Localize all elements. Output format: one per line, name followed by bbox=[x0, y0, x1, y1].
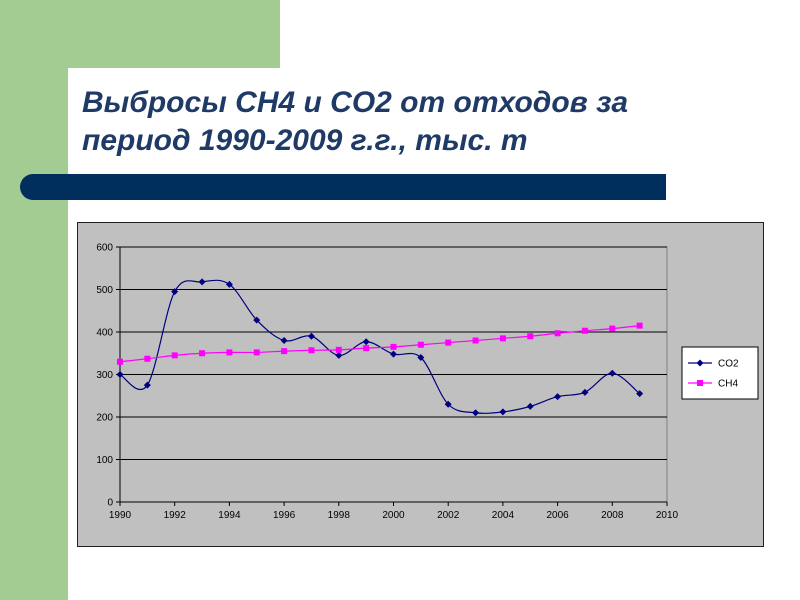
x-tick-label: 2010 bbox=[656, 510, 679, 521]
x-tick-label: 1996 bbox=[273, 510, 296, 521]
data-point-ch4 bbox=[390, 343, 397, 350]
x-tick-label: 1994 bbox=[218, 510, 241, 521]
data-point-co2 bbox=[417, 354, 425, 361]
data-point-ch4 bbox=[527, 333, 534, 340]
x-tick-label: 2008 bbox=[601, 510, 624, 521]
data-point-ch4 bbox=[554, 330, 561, 337]
y-tick-label: 500 bbox=[96, 285, 113, 296]
data-point-ch4 bbox=[417, 341, 424, 348]
x-tick-label: 2004 bbox=[492, 510, 515, 521]
legend: CO2 CH4 bbox=[681, 346, 759, 400]
gridlines bbox=[119, 246, 668, 503]
decorative-green-strip-left bbox=[0, 0, 68, 600]
data-point-co2 bbox=[472, 409, 480, 417]
y-tick-label: 600 bbox=[96, 243, 113, 254]
x-tick-label: 1992 bbox=[164, 510, 187, 521]
data-point-co2 bbox=[444, 400, 452, 408]
data-point-co2 bbox=[362, 338, 370, 346]
data-point-co2 bbox=[554, 393, 562, 401]
data-point-co2 bbox=[253, 316, 261, 324]
data-point-co2 bbox=[581, 388, 589, 396]
y-tick-label: 200 bbox=[96, 413, 113, 424]
line-chart: 0 100 200 300 400 500 600 1990 1992 1994 1996 1998 2… bbox=[96, 243, 759, 522]
legend-item-co2: CO2 bbox=[688, 359, 739, 370]
data-point-co2 bbox=[116, 371, 124, 378]
y-tick-label: 400 bbox=[96, 328, 113, 339]
y-tick-label: 100 bbox=[96, 455, 113, 466]
data-point-ch4 bbox=[636, 322, 643, 329]
data-point-ch4 bbox=[472, 337, 479, 344]
title-underline-bar bbox=[20, 174, 666, 200]
legend-marker-co2 bbox=[696, 359, 704, 367]
x-tick-label: 2006 bbox=[546, 510, 569, 521]
data-point-ch4 bbox=[144, 355, 151, 362]
data-point-co2 bbox=[526, 402, 534, 410]
axes: 0 100 200 300 400 500 600 1990 1992 1994 1996 1998 2… bbox=[96, 243, 678, 522]
data-point-ch4 bbox=[581, 327, 588, 334]
data-point-co2 bbox=[335, 351, 343, 359]
data-point-ch4 bbox=[308, 347, 315, 354]
data-point-ch4 bbox=[199, 350, 206, 357]
data-point-co2 bbox=[499, 408, 507, 416]
data-point-ch4 bbox=[281, 348, 288, 355]
legend-item-ch4: CH4 bbox=[688, 379, 738, 390]
series-ch4 bbox=[117, 322, 643, 365]
slide-title: Выбросы СН4 и СО2 от отходов за период 1… bbox=[82, 84, 782, 160]
legend-marker-ch4 bbox=[697, 380, 703, 386]
data-point-co2 bbox=[198, 278, 206, 286]
legend-box bbox=[681, 346, 759, 400]
data-point-ch4 bbox=[226, 349, 233, 356]
data-point-co2 bbox=[307, 332, 315, 340]
y-tick-label: 300 bbox=[96, 370, 113, 381]
data-point-co2 bbox=[280, 337, 288, 344]
data-point-ch4 bbox=[117, 358, 123, 365]
series-co2 bbox=[116, 278, 644, 417]
data-point-co2 bbox=[608, 369, 616, 377]
data-point-ch4 bbox=[335, 346, 342, 353]
data-point-ch4 bbox=[499, 335, 506, 342]
title-line-1: Выбросы СН4 и СО2 от отходов за bbox=[82, 86, 629, 119]
title-line-2: период 1990-2009 г.г., тыс. т bbox=[82, 124, 528, 157]
data-point-ch4 bbox=[253, 349, 260, 356]
data-point-co2 bbox=[143, 381, 151, 389]
data-point-ch4 bbox=[363, 345, 370, 352]
data-point-co2 bbox=[636, 390, 644, 398]
x-tick-label: 1998 bbox=[328, 510, 351, 521]
data-point-ch4 bbox=[445, 339, 452, 346]
x-tick-label: 2002 bbox=[437, 510, 460, 521]
y-tick-label: 0 bbox=[107, 498, 113, 509]
series-layer bbox=[116, 278, 644, 417]
data-point-ch4 bbox=[171, 352, 178, 359]
data-point-co2 bbox=[225, 280, 233, 288]
x-tick-label: 2000 bbox=[382, 510, 405, 521]
data-point-co2 bbox=[390, 350, 397, 358]
legend-label-ch4: CH4 bbox=[718, 379, 738, 390]
data-point-co2 bbox=[171, 288, 179, 296]
data-point-ch4 bbox=[609, 325, 616, 332]
legend-label-co2: CO2 bbox=[718, 359, 739, 370]
x-tick-label: 1990 bbox=[109, 510, 132, 521]
